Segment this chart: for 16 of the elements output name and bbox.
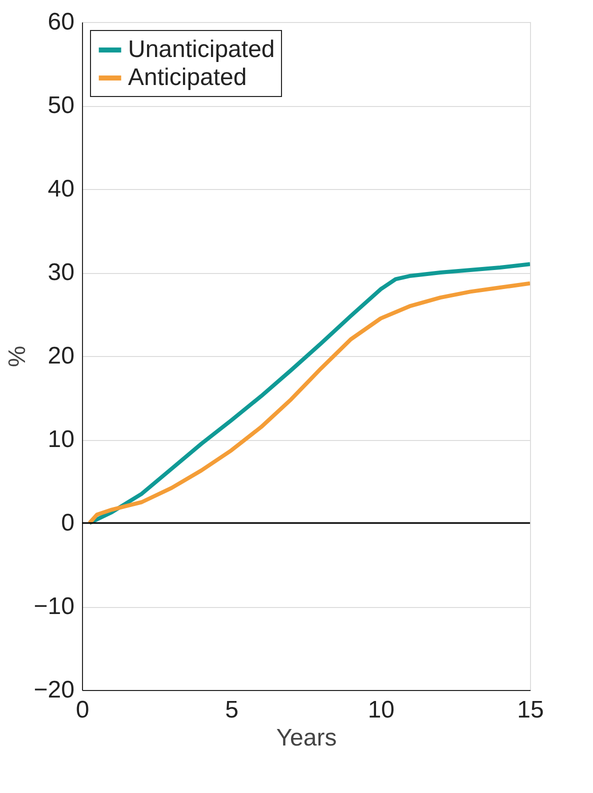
y-tick-label: 30	[48, 259, 74, 286]
y-tick-label: 40	[48, 176, 74, 202]
legend-label: Unanticipated	[128, 36, 275, 63]
y-tick-label: −20	[34, 676, 74, 704]
y-tick-label: 50	[48, 92, 74, 119]
y-axis-title: %	[4, 346, 31, 368]
y-tick-label: 60	[48, 8, 74, 36]
y-tick-label: 20	[48, 342, 74, 370]
y-tick-label: 0	[61, 510, 74, 536]
x-axis-title: Years	[276, 724, 337, 752]
x-tick-label: 15	[517, 696, 544, 724]
x-tick-label: 5	[225, 696, 239, 724]
legend-label: Anticipated	[128, 64, 247, 91]
y-tick-label: −10	[34, 593, 74, 620]
y-tick-label: 10	[48, 426, 74, 453]
x-tick-label: 10	[368, 696, 395, 724]
